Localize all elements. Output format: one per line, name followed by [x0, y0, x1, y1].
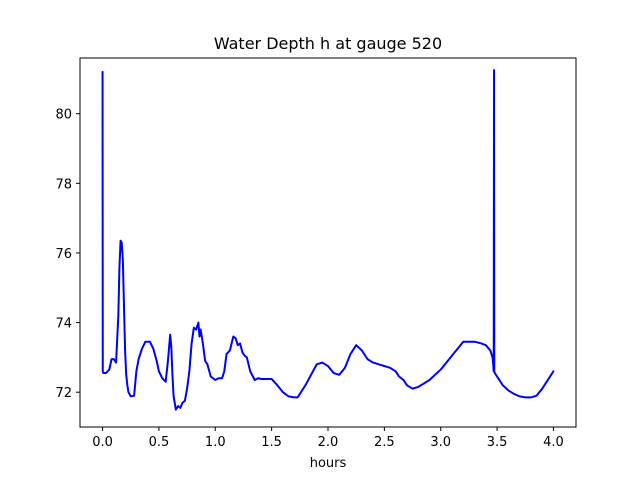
y-tick-label: 72	[55, 386, 72, 401]
x-tick-label: 0.5	[149, 435, 170, 450]
plot-area: 0.0 0.5 1.0 1.5 2.0 2.5 3.0 3.5 4.0 72 74 76 78 80	[55, 57, 577, 450]
chart-title: Water Depth h at gauge 520	[214, 34, 442, 53]
y-axis: 72 74 76 78 80	[55, 108, 80, 401]
y-tick-label: 78	[55, 177, 72, 192]
x-tick-label: 3.0	[430, 435, 451, 450]
x-tick-label: 2.0	[318, 435, 339, 450]
x-axis: 0.0 0.5 1.0 1.5 2.0 2.5 3.0 3.5 4.0	[92, 427, 564, 450]
x-tick-label: 3.5	[487, 435, 508, 450]
series-line	[101, 69, 555, 411]
x-tick-label: 1.0	[205, 435, 226, 450]
x-tick-label: 4.0	[543, 435, 564, 450]
y-tick-label: 74	[55, 317, 72, 332]
x-axis-label: hours	[310, 456, 347, 471]
y-tick-label: 76	[55, 247, 72, 262]
x-tick-label: 2.5	[374, 435, 395, 450]
y-tick-label: 80	[55, 108, 72, 123]
x-tick-label: 0.0	[92, 435, 113, 450]
x-tick-label: 1.5	[261, 435, 282, 450]
